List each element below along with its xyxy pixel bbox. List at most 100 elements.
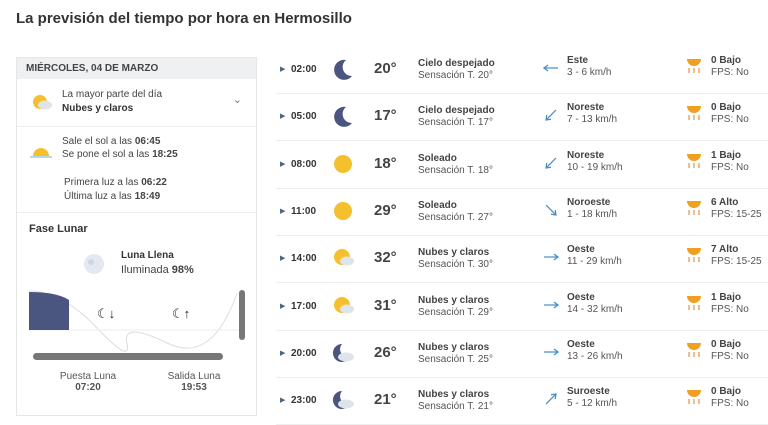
- moon-cloud-icon: [332, 343, 354, 362]
- sunrise-time: 06:45: [134, 136, 161, 147]
- uv-index: 1 Bajo: [711, 291, 742, 303]
- illum-value: 98%: [171, 264, 194, 276]
- summary-value: Nubes y claros: [62, 103, 134, 114]
- moonrise-icon: ☾↑: [172, 306, 190, 321]
- wind-direction: Oeste: [567, 291, 595, 303]
- hour-time: 08:00: [291, 158, 317, 170]
- wind-arrow-icon: [545, 157, 557, 169]
- sunset-time: 18:25: [152, 149, 178, 160]
- temperature: 32°: [374, 249, 397, 267]
- day-panel: MIÉRCOLES, 04 DE MARZO La mayor parte de…: [16, 57, 257, 416]
- expand-icon[interactable]: ▶: [280, 397, 286, 405]
- uv-sun-icon: [687, 295, 701, 310]
- expand-icon[interactable]: ▶: [280, 255, 286, 263]
- temperature: 18°: [374, 154, 397, 172]
- wind-direction: Noreste: [567, 149, 605, 161]
- expand-icon[interactable]: ▶: [280, 349, 286, 357]
- temperature: 17°: [374, 107, 397, 125]
- day-summary[interactable]: La mayor parte del día Nubes y claros ⌄: [17, 79, 256, 127]
- first-light-time: 06:22: [141, 177, 167, 188]
- uv-index: 7 Alto: [711, 244, 739, 256]
- condition: Soleado: [418, 152, 457, 164]
- fps: FPS: No: [711, 398, 749, 410]
- expand-icon[interactable]: ▶: [280, 160, 286, 168]
- fps: FPS: No: [711, 114, 749, 126]
- uv-sun-icon: [687, 200, 701, 215]
- sun-icon: [334, 154, 352, 173]
- wind-arrow-icon: [545, 393, 557, 405]
- condition: Soleado: [418, 199, 457, 211]
- summary-label: La mayor parte del día: [62, 89, 163, 100]
- wind-arrow-icon: [545, 204, 557, 216]
- sunrise-icon: [30, 148, 52, 158]
- sunrise-label: Sale el sol a las: [62, 136, 133, 147]
- sun-times: Sale el sol a las 06:45 Se pone el sol a…: [17, 127, 256, 213]
- wind-direction: Oeste: [567, 338, 595, 350]
- wind-speed: 3 - 6 km/h: [567, 67, 612, 78]
- temperature: 21°: [374, 391, 397, 409]
- wind-arrow-icon: [542, 64, 558, 72]
- temperature: 26°: [374, 343, 397, 361]
- uv-sun-icon: [687, 153, 701, 168]
- hour-time: 14:00: [291, 253, 317, 265]
- last-light-label: Última luz a las: [64, 191, 132, 202]
- feels-like: Sensación T. 29°: [418, 306, 493, 318]
- condition: Cielo despejado: [418, 105, 495, 117]
- wind-speed: 14 - 32 km/h: [567, 303, 623, 315]
- moon-path-chart: ☾↓ ☾↑: [28, 290, 245, 360]
- hour-row[interactable]: ▶ 23:00 21° Nubes y claros Sensación T. …: [276, 378, 768, 425]
- hour-row[interactable]: ▶ 14:00 32° Nubes y claros Sensación T. …: [276, 236, 768, 284]
- wind-arrow-icon: [544, 348, 560, 356]
- hour-time: 11:00: [291, 205, 317, 217]
- uv-sun-icon: [687, 248, 701, 263]
- hour-row[interactable]: ▶ 02:00 20° Cielo despejado Sensación T.…: [276, 47, 768, 94]
- feels-like: Sensación T. 27°: [418, 211, 493, 223]
- fps: FPS: No: [711, 350, 749, 362]
- hour-row[interactable]: ▶ 05:00 17° Cielo despejado Sensación T.…: [276, 94, 768, 142]
- moon-icon: [334, 59, 352, 80]
- expand-icon[interactable]: ▶: [280, 302, 286, 310]
- wind-speed: 13 - 26 km/h: [567, 350, 623, 362]
- last-light-time: 18:49: [134, 191, 161, 202]
- wind-speed: 11 - 29 km/h: [567, 256, 622, 268]
- uv-sun-icon: [687, 106, 701, 121]
- uv-index: 0 Bajo: [711, 386, 742, 398]
- fps: FPS: No: [711, 161, 749, 173]
- moonset-label: Puesta Luna: [59, 371, 117, 382]
- moon-icon: [334, 107, 352, 128]
- wind-speed: 1 - 18 km/h: [567, 208, 618, 220]
- wind-speed: 5 - 12 km/h: [567, 398, 618, 410]
- hour-time: 20:00: [291, 347, 317, 359]
- vertical-scrollbar: [239, 290, 245, 340]
- hour-row[interactable]: ▶ 17:00 31° Nubes y claros Sensación T. …: [276, 284, 768, 331]
- wind-arrow-icon: [545, 109, 557, 122]
- condition: Nubes y claros: [418, 341, 490, 353]
- hour-row[interactable]: ▶ 11:00 29° Soleado Sensación T. 27° Nor…: [276, 189, 768, 236]
- hour-time: 02:00: [291, 64, 317, 75]
- hour-row[interactable]: ▶ 20:00 26° Nubes y claros Sensación T. …: [276, 331, 768, 378]
- moonrise-label: Salida Luna: [167, 371, 221, 382]
- chevron-down-icon[interactable]: ⌄: [232, 94, 242, 106]
- uv-sun-icon: [687, 390, 701, 405]
- hour-time: 23:00: [291, 395, 317, 407]
- wind-direction: Oeste: [567, 244, 595, 256]
- uv-index: 0 Bajo: [711, 338, 742, 350]
- fps: FPS: No: [711, 303, 749, 315]
- expand-icon[interactable]: ▶: [280, 207, 286, 215]
- expand-icon[interactable]: ▶: [280, 66, 286, 73]
- wind-speed: 10 - 19 km/h: [567, 161, 623, 173]
- uv-index: 1 Bajo: [711, 149, 742, 161]
- moon-visible-area: [29, 292, 69, 330]
- expand-icon[interactable]: ▶: [280, 113, 286, 121]
- uv-sun-icon: [687, 342, 701, 357]
- wind-direction: Este: [567, 55, 589, 66]
- horizontal-scrollbar: [33, 353, 223, 360]
- hour-row[interactable]: ▶ 08:00 18° Soleado Sensación T. 18° Nor…: [276, 142, 768, 189]
- uv-index: 0 Bajo: [711, 102, 742, 114]
- fps: FPS: 15-25: [711, 208, 762, 220]
- feels-like: Sensación T. 17°: [418, 117, 493, 129]
- feels-like: Sensación T. 18°: [418, 164, 493, 176]
- feels-like: Sensación T. 25°: [418, 353, 493, 365]
- condition: Nubes y claros: [418, 389, 490, 401]
- moon-title: Fase Lunar: [29, 223, 88, 235]
